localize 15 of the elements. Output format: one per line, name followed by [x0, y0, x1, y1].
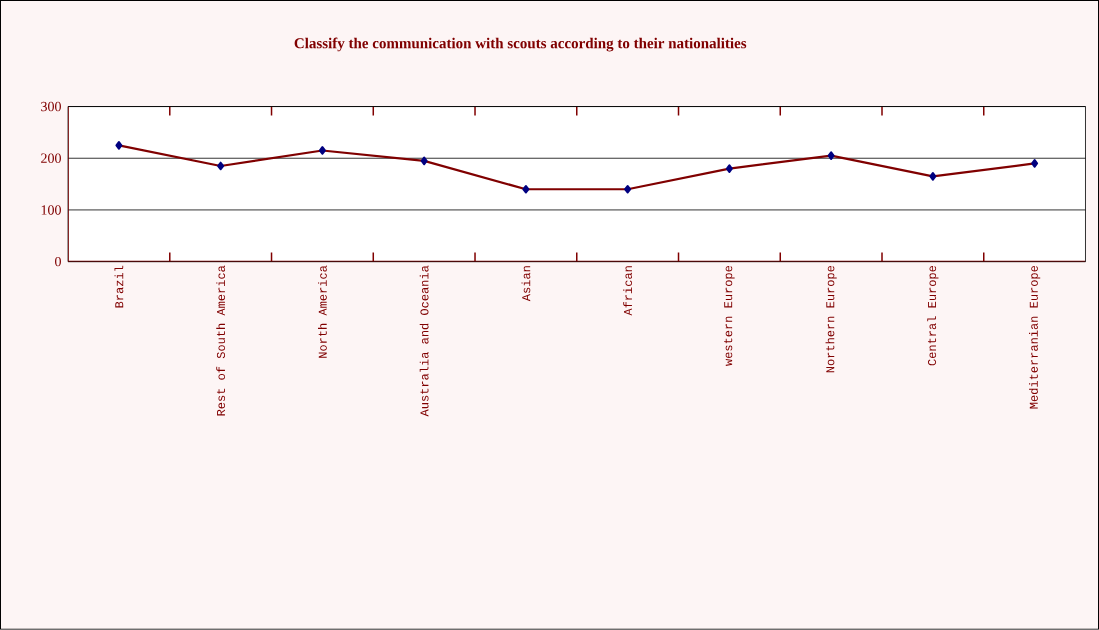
y-tick-label: 0 [55, 256, 61, 267]
x-tick-label: Northern Europe [825, 266, 837, 373]
y-tick-label: 300 [41, 101, 61, 112]
x-tick-label: Mediterranian Europe [1029, 266, 1041, 409]
x-tick-label: Australia and Oceania [419, 265, 429, 417]
x-tick-label: Rest of South America [216, 265, 226, 416]
y-tick-label: 200 [41, 153, 61, 164]
x-tick-label: African [623, 266, 633, 316]
x-tick-label: western Europe [724, 266, 735, 366]
chart-title: Classify the communication with scouts according to their nationalities [294, 37, 747, 52]
y-tick-label: 100 [41, 205, 61, 215]
x-tick-label: Brazil [114, 265, 124, 308]
x-tick-label: North America [318, 265, 327, 358]
x-tick-label: Asian [521, 266, 531, 302]
x-tick-label: Central Europe [927, 266, 939, 366]
